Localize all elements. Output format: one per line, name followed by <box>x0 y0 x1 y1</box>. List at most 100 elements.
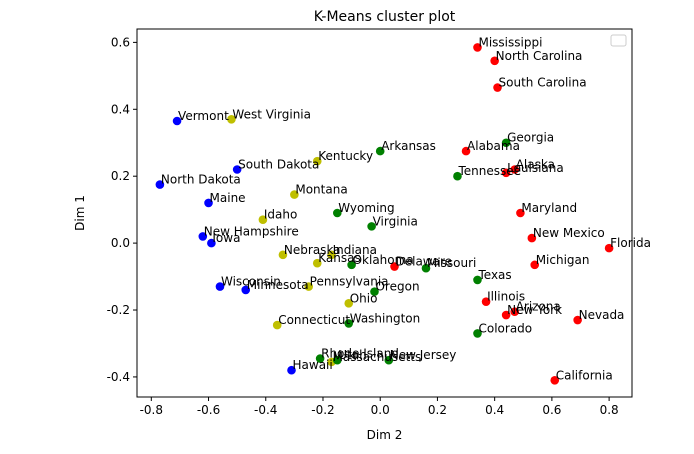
x-tick-label: 0.4 <box>485 403 504 417</box>
data-point <box>332 208 342 218</box>
point-label: New York <box>507 303 562 317</box>
point-label: Colorado <box>478 321 532 335</box>
y-tick-label: 0.2 <box>111 169 130 183</box>
data-point <box>501 168 511 178</box>
data-point <box>501 310 511 320</box>
x-axis-label: Dim 2 <box>367 428 403 442</box>
point-label: Tennessee <box>457 164 521 178</box>
data-point <box>473 275 482 285</box>
point-label: Georgia <box>507 131 554 145</box>
plot-background <box>137 29 632 397</box>
point-label: Kansas <box>318 251 360 265</box>
x-tick-label: -0.8 <box>140 403 163 417</box>
data-point <box>473 329 482 338</box>
data-point <box>481 297 491 306</box>
data-point <box>390 262 399 271</box>
x-tick-label: -0.4 <box>254 403 277 417</box>
data-point <box>510 165 519 174</box>
data-point <box>327 250 336 260</box>
point-label: Michigan <box>536 253 590 267</box>
data-point <box>490 56 499 66</box>
point-label: New Mexico <box>533 226 605 240</box>
x-tick-label: -0.2 <box>311 403 334 417</box>
chart-title: K-Means cluster plot <box>314 9 456 25</box>
data-point <box>461 146 471 156</box>
point-label: Mississippi <box>478 35 542 49</box>
x-tick-label: -0.6 <box>197 403 220 417</box>
data-point <box>530 260 540 270</box>
point-label: Kentucky <box>318 149 373 163</box>
data-point <box>501 138 511 148</box>
point-label: Iowa <box>212 231 240 245</box>
y-axis-label: Dim 1 <box>73 195 87 231</box>
point-label: Pennsylvania <box>310 275 389 289</box>
point-label: North Carolina <box>496 49 583 63</box>
data-point <box>290 190 299 199</box>
data-point <box>573 315 582 325</box>
plot-frame <box>136 28 633 398</box>
point-label: Oregon <box>375 280 419 294</box>
point-label: Alaska <box>516 158 555 172</box>
data-point <box>332 355 342 365</box>
point-label: Illinois <box>487 290 525 304</box>
data-point <box>232 165 242 174</box>
data-point <box>550 375 560 385</box>
point-label: Texas <box>477 268 511 282</box>
point-label: Ohio <box>350 291 378 305</box>
data-point <box>155 180 165 189</box>
data-point <box>258 215 268 224</box>
data-point <box>227 115 236 124</box>
point-label: Montana <box>295 183 347 197</box>
x-tick-label: 0.6 <box>542 403 561 417</box>
data-point <box>215 282 225 291</box>
point-label: South Dakota <box>238 158 319 172</box>
data-point <box>473 43 482 52</box>
point-label: Maryland <box>521 201 577 215</box>
point-label: Delaware <box>396 255 453 269</box>
data-point <box>527 233 537 243</box>
point-label: Utah <box>338 348 366 362</box>
data-point <box>312 258 322 268</box>
point-label: Arkansas <box>381 139 436 153</box>
data-point <box>204 198 213 208</box>
point-label: Wyoming <box>338 201 394 215</box>
y-axis-ticks: -0.4 -0.2 0.0 0.2 0.4 0.6 <box>107 35 137 384</box>
point-label: Idaho <box>264 208 297 222</box>
point-label: Vermont <box>178 109 229 123</box>
point-label: Wisconsin <box>221 275 281 289</box>
data-point <box>516 208 525 218</box>
point-label: Arizona <box>516 300 561 314</box>
point-label: Massachusetts <box>333 350 422 364</box>
point-label: Oklahoma <box>353 253 414 267</box>
y-tick-label: 0.0 <box>111 236 130 250</box>
point-label: Virginia <box>373 214 418 228</box>
x-tick-label: 0.8 <box>600 403 619 417</box>
point-label: New Hampshire <box>204 224 299 238</box>
data-points <box>155 43 614 385</box>
data-point <box>510 307 519 316</box>
data-point <box>344 299 354 308</box>
data-point <box>198 232 208 241</box>
y-tick-label: 0.4 <box>111 102 130 116</box>
y-tick-label: -0.4 <box>107 370 130 384</box>
point-label: New Jersey <box>390 348 457 362</box>
y-tick-label: -0.2 <box>107 303 130 317</box>
point-label: Nevada <box>579 308 625 322</box>
data-point <box>241 285 251 295</box>
data-point <box>287 365 296 375</box>
data-point <box>384 355 394 365</box>
point-label: Maine <box>210 191 246 205</box>
point-label: Connecticut <box>278 313 350 327</box>
data-point <box>370 287 379 296</box>
x-tick-label: 0.0 <box>371 403 390 417</box>
data-point <box>172 116 182 126</box>
point-label: California <box>556 368 613 382</box>
data-point <box>421 263 431 273</box>
point-label: Hawaii <box>293 358 333 372</box>
legend <box>610 34 627 47</box>
data-point <box>347 260 356 270</box>
y-tick-label: 0.6 <box>111 35 130 49</box>
data-point <box>315 354 325 363</box>
